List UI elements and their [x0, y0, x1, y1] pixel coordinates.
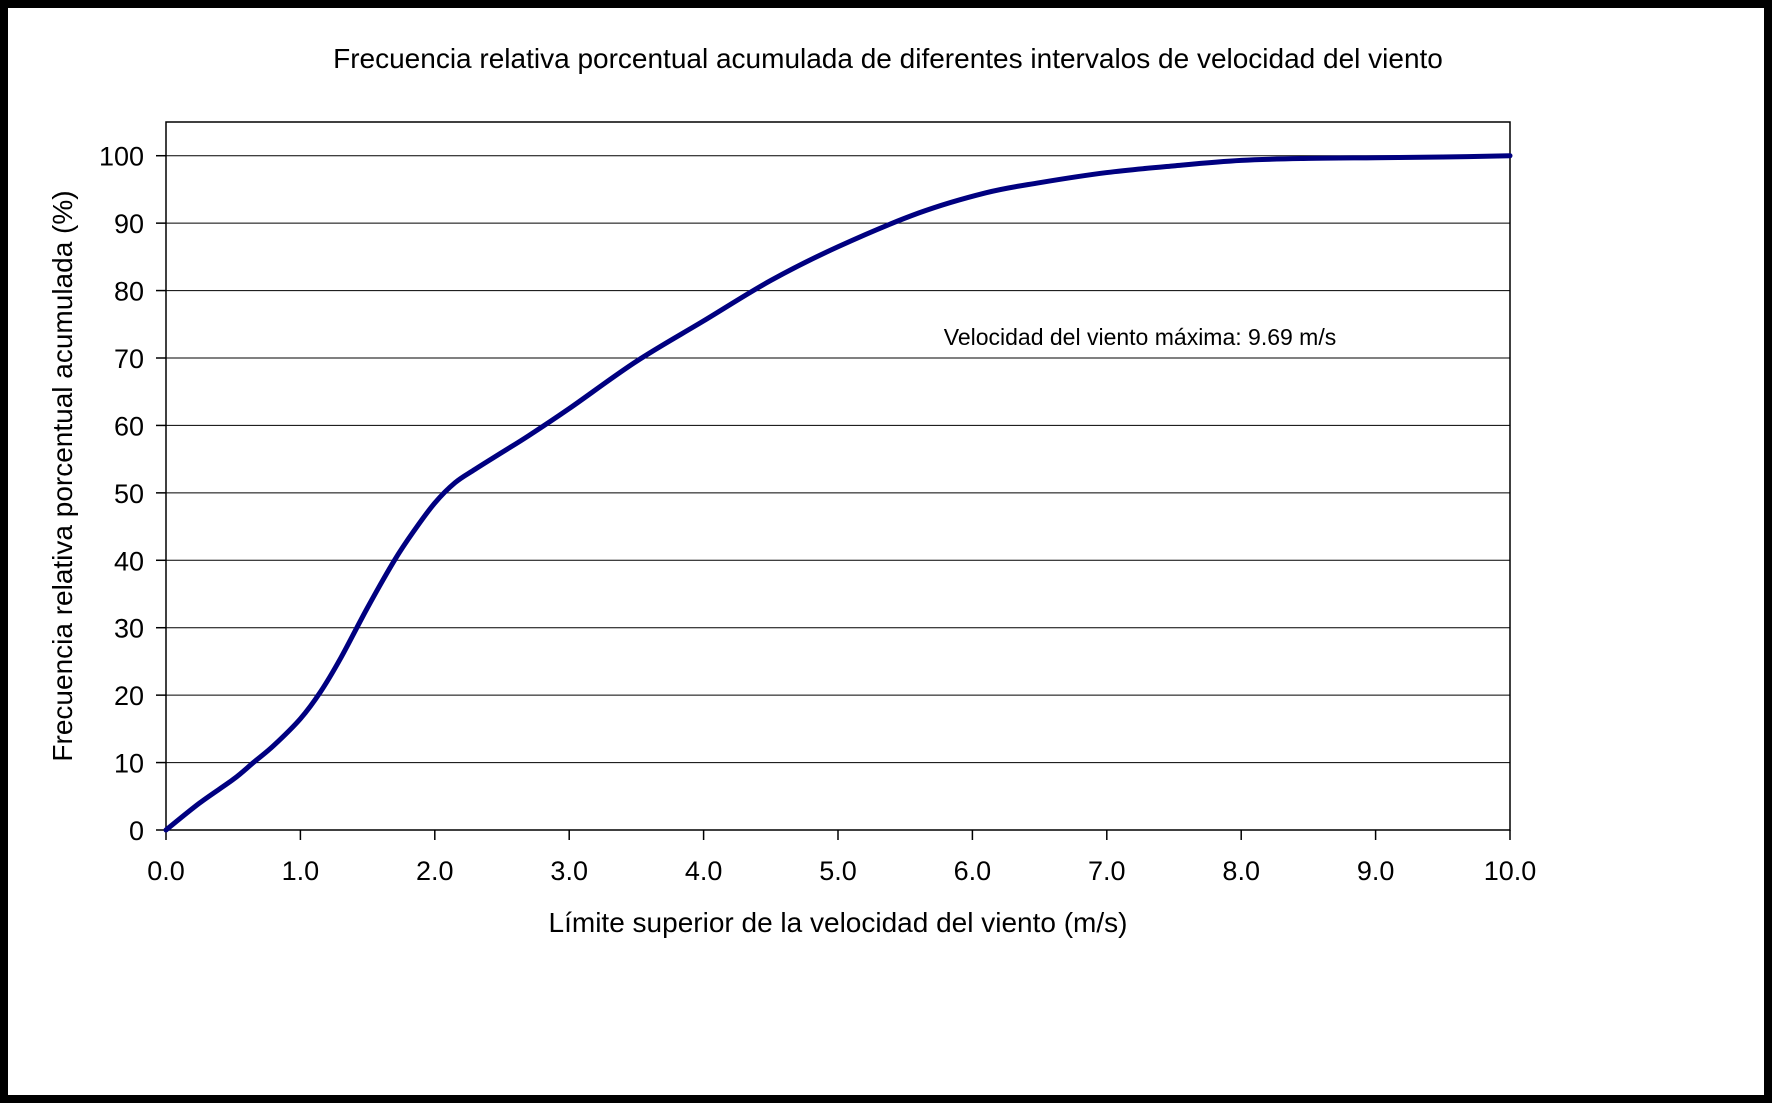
y-tick-label: 0 [129, 816, 144, 846]
max-wind-speed-annotation: Velocidad del viento máxima: 9.69 m/s [944, 324, 1336, 350]
x-tick-label: 3.0 [550, 856, 588, 886]
y-tick-label: 70 [114, 344, 144, 374]
y-tick-label: 40 [114, 546, 144, 576]
x-tick-label: 6.0 [954, 856, 992, 886]
y-tick-label: 100 [99, 142, 144, 172]
series-line-cumulative-frequency [163, 153, 1513, 833]
y-tick-label: 10 [114, 749, 144, 779]
y-tick-label: 80 [114, 277, 144, 307]
x-tick-label: 4.0 [685, 856, 723, 886]
x-tick-label: 5.0 [819, 856, 857, 886]
x-axis-ticks: 0.0 1.0 2.0 3.0 4.0 5.0 6.0 7.0 8.0 9.0 10.0 [147, 830, 1536, 886]
chart-title: Frecuencia relativa porcentual acumulada… [333, 43, 1443, 74]
y-tick-label: 50 [114, 479, 144, 509]
y-tick-label: 60 [114, 411, 144, 441]
y-axis-label: Frecuencia relativa porcentual acumulada… [47, 190, 78, 761]
y-tick-label: 30 [114, 614, 144, 644]
x-tick-label: 1.0 [282, 856, 320, 886]
y-axis-ticks: 0 10 20 30 40 50 60 70 80 90 100 [99, 142, 166, 846]
x-tick-label: 9.0 [1357, 856, 1395, 886]
x-tick-label: 8.0 [1222, 856, 1260, 886]
x-tick-label: 10.0 [1484, 856, 1537, 886]
x-tick-label: 7.0 [1088, 856, 1126, 886]
x-tick-label: 2.0 [416, 856, 454, 886]
gridlines [166, 155, 1510, 764]
x-axis-label: Límite superior de la velocidad del vien… [549, 907, 1128, 938]
x-tick-label: 0.0 [147, 856, 185, 886]
y-tick-label: 20 [114, 681, 144, 711]
y-tick-label: 90 [114, 209, 144, 239]
